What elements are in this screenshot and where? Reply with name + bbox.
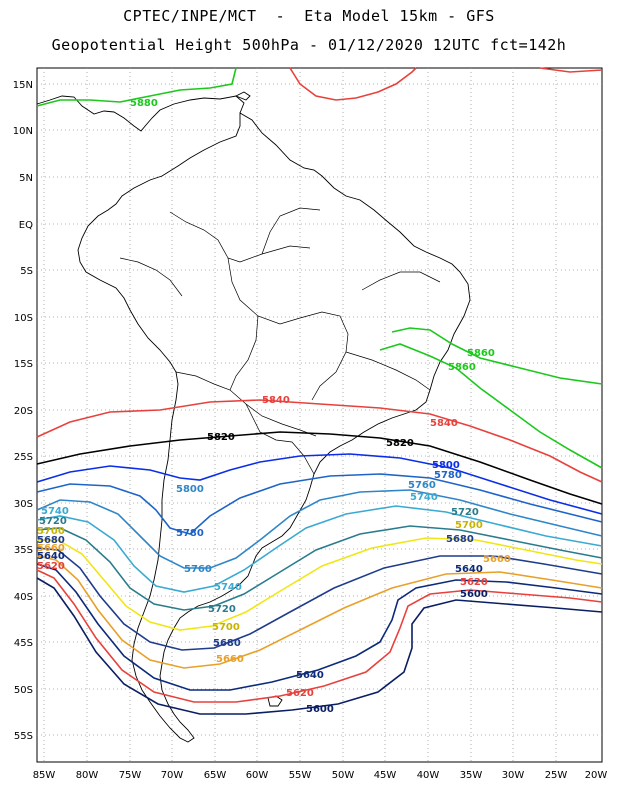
- lat-label-15s: 15S: [14, 359, 33, 370]
- contour-5760-line: [36, 489, 603, 569]
- contour-label-5860-a: 5860: [467, 348, 495, 359]
- contour-label-5620-b: 5620: [286, 688, 314, 699]
- contour-label-5840-a: 5840: [262, 395, 290, 406]
- contour-label-5820-b: 5820: [386, 438, 414, 449]
- lat-label-20s: 20S: [14, 406, 33, 417]
- contour-label-5800: 5800: [432, 460, 460, 471]
- contour-5780-line: [36, 473, 603, 535]
- contour-label-5600-a: 5600: [460, 589, 488, 600]
- caribbean-island: [234, 91, 251, 101]
- contour-5660-line: [36, 555, 603, 669]
- contour-label-5760-b: 5760: [184, 564, 212, 575]
- contour-5860-line: [391, 327, 603, 385]
- contour-label-5880: 5880: [130, 98, 158, 109]
- contour-5840-line: [36, 399, 603, 483]
- contour-label-5780-b: 5780: [176, 528, 204, 539]
- contour-label-5720-a: 5720: [451, 507, 479, 518]
- contour-label-5680-b: 5680: [213, 638, 241, 649]
- contour-5600-line: [36, 577, 603, 715]
- lat-label-5s: 5S: [20, 266, 33, 277]
- contour-5620-line: [36, 569, 603, 703]
- contour-label-5700-c: 5700: [37, 526, 65, 537]
- contour-label-5720-b: 5720: [208, 604, 236, 615]
- contour-label-5640-c: 5640: [37, 551, 65, 562]
- south-america-coast: [77, 112, 471, 743]
- contour-lines: [36, 67, 603, 715]
- contour-label-5680-a: 5680: [446, 534, 474, 545]
- lat-label-35s: 35S: [14, 545, 33, 556]
- lon-label-25w: 25W: [545, 770, 568, 781]
- lon-label-80w: 80W: [76, 770, 99, 781]
- contour-5880-line: [36, 67, 237, 107]
- contour-5720-line: [36, 525, 603, 611]
- contour-label-5780-a: 5780: [434, 470, 462, 481]
- contour-label-5760-a: 5760: [408, 480, 436, 491]
- contour-label-5660-b: 5660: [216, 654, 244, 665]
- contour-label-5800-b: 5800: [176, 484, 204, 495]
- lon-label-30w: 30W: [502, 770, 525, 781]
- contour-label-5620-c: 5620: [37, 561, 65, 572]
- lon-label-40w: 40W: [417, 770, 440, 781]
- contour-5840-north: [289, 67, 417, 101]
- lat-label-30s: 30S: [14, 499, 33, 510]
- lon-label-20w: 20W: [585, 770, 608, 781]
- map-title-line-2: Geopotential Height 500hPa - 01/12/2020 …: [51, 36, 567, 54]
- lat-label-15n: 15N: [13, 80, 33, 91]
- contour-5680-line: [36, 547, 603, 651]
- lon-label-85w: 85W: [33, 770, 56, 781]
- contour-label-5860-b: 5860: [448, 362, 476, 373]
- contour-5700-line: [37, 537, 603, 631]
- contour-label-5620-a: 5620: [460, 577, 488, 588]
- contour-label-5740-c: 5740: [41, 506, 69, 517]
- lon-label-50w: 50W: [332, 770, 355, 781]
- longitude-labels: 85W 80W 75W 70W 65W 60W 55W 50W 45W 40W …: [33, 770, 608, 781]
- contour-label-5820-a: 5820: [207, 432, 235, 443]
- contour-5740-line: [36, 505, 603, 593]
- lon-label-75w: 75W: [119, 770, 142, 781]
- lat-label-5n: 5N: [19, 173, 33, 184]
- lon-label-55w: 55W: [289, 770, 312, 781]
- contour-5840-ne: [539, 67, 603, 73]
- lon-label-45w: 45W: [374, 770, 397, 781]
- contour-label-5700-a: 5700: [455, 520, 483, 531]
- contour-label-5720-c: 5720: [39, 516, 67, 527]
- contour-label-5700-b: 5700: [212, 622, 240, 633]
- contour-label-5840-b: 5840: [430, 418, 458, 429]
- map-title-line-1: CPTEC/INPE/MCT - Eta Model 15km - GFS: [123, 7, 495, 25]
- lon-label-60w: 60W: [246, 770, 269, 781]
- map-frame: [36, 67, 603, 763]
- lat-label-eq: EQ: [19, 220, 33, 231]
- lon-label-35w: 35W: [460, 770, 483, 781]
- contour-label-5660-c: 5660: [37, 543, 65, 554]
- contour-5800-line: [36, 453, 603, 515]
- contour-5820-line: [36, 431, 603, 505]
- contour-label-5600-b: 5600: [306, 704, 334, 715]
- lat-label-40s: 40S: [14, 592, 33, 603]
- lat-label-50s: 50S: [14, 685, 33, 696]
- lat-label-55s: 55S: [14, 731, 33, 742]
- contour-labels: 5880 5860 5860 5840 5840 5820 5820 5800 …: [37, 98, 511, 715]
- contour-label-5680-c: 5680: [37, 535, 65, 546]
- lon-label-70w: 70W: [161, 770, 184, 781]
- lat-label-10s: 10S: [14, 313, 33, 324]
- lat-label-25s: 25S: [14, 452, 33, 463]
- lat-label-45s: 45S: [14, 638, 33, 649]
- lon-label-65w: 65W: [204, 770, 227, 781]
- latitude-labels: 15N 10N 5N EQ 5S 10S 15S 20S 25S 30S 35S…: [13, 80, 33, 742]
- contour-label-5740-a: 5740: [410, 492, 438, 503]
- country-borders: [119, 207, 441, 475]
- contour-5860-line-b: [379, 343, 603, 469]
- lat-label-10n: 10N: [13, 126, 33, 137]
- contour-label-5660-a: 5660: [483, 554, 511, 565]
- contour-label-5740-b: 5740: [214, 582, 242, 593]
- contour-5640-line: [36, 563, 603, 691]
- contour-label-5640-b: 5640: [296, 670, 324, 681]
- contour-label-5640-a: 5640: [455, 564, 483, 575]
